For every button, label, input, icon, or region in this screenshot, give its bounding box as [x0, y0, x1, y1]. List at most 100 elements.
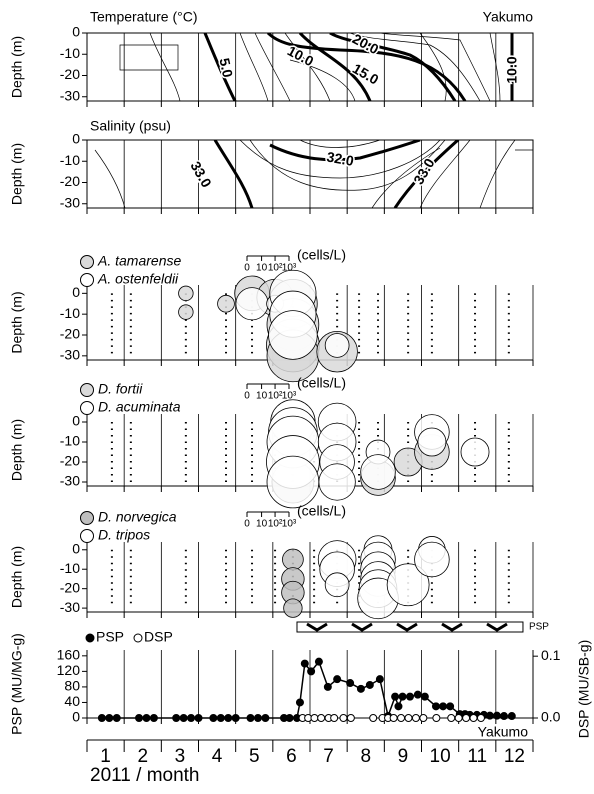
data-point	[253, 714, 262, 722]
data-point	[142, 714, 151, 722]
data-point	[432, 714, 441, 722]
data-point	[356, 684, 365, 693]
y-tick-label: -10	[60, 560, 80, 576]
legend-marker	[80, 401, 94, 415]
data-point	[97, 714, 106, 722]
x-tick-label: 3	[175, 746, 186, 767]
bubble	[283, 598, 303, 618]
y-tick-label: -10	[60, 45, 80, 61]
contour-label: 10.0	[504, 56, 520, 83]
data-point	[172, 714, 181, 722]
y-tick-label: -20	[60, 66, 80, 82]
size-tick-label: 10²	[268, 519, 283, 530]
y2-tick-label: 0.1	[541, 647, 561, 663]
y-tick-label: -30	[60, 194, 80, 210]
site-label: Yakumo	[483, 9, 534, 25]
data-point	[507, 712, 516, 721]
bubble	[266, 455, 320, 509]
x-tick-label: 5	[249, 746, 260, 767]
salinity-contours	[94, 140, 533, 208]
y-axis-label: Depth (m)	[9, 36, 25, 98]
data-point	[420, 692, 429, 701]
psp-period-label: PSP	[529, 622, 549, 633]
size-unit: (cells/L)	[297, 503, 346, 519]
legend-label: D. fortii	[98, 381, 143, 397]
data-point	[391, 692, 400, 701]
y-tick-label: 0	[72, 540, 80, 556]
bubble	[386, 563, 430, 607]
data-point	[330, 714, 339, 722]
data-point	[365, 680, 374, 689]
data-point	[179, 714, 188, 722]
x-tick-label: 1	[100, 746, 111, 767]
y-tick-label: 0	[72, 131, 80, 147]
size-tick-label: 0	[244, 519, 250, 530]
x-tick-label: 6	[286, 746, 297, 767]
data-point	[446, 702, 455, 711]
data-point	[346, 714, 355, 722]
data-point	[300, 659, 309, 668]
data-point	[333, 675, 342, 684]
data-point	[246, 714, 255, 722]
y-tick-label: -20	[60, 326, 80, 342]
y2-tick-label: 0.0	[541, 709, 561, 725]
size-tick-label: 10	[256, 263, 268, 274]
data-point	[411, 714, 420, 722]
bubble	[318, 463, 356, 501]
y-tick-label: 120	[57, 662, 81, 678]
data-point	[194, 714, 203, 722]
legend-label: A. ostenfeldii	[97, 271, 179, 287]
y-tick-label: -20	[60, 579, 80, 595]
data-point	[492, 711, 501, 720]
y-axis-label: Depth (m)	[9, 291, 25, 353]
bubble	[414, 541, 450, 578]
data-point	[149, 714, 158, 722]
data-point	[261, 714, 270, 722]
panel-title: Temperature (°C)	[90, 9, 198, 25]
bubble	[282, 548, 304, 571]
contour-label: 10.0	[285, 42, 317, 69]
psp-hatch	[306, 622, 508, 632]
legend-label: D. acuminata	[98, 399, 181, 415]
y-axis-label: Depth (m)	[9, 143, 25, 205]
y-tick-label: -10	[60, 152, 80, 168]
bubble	[235, 287, 269, 321]
bubble	[178, 285, 194, 302]
bubble	[417, 427, 447, 457]
legend-marker	[80, 273, 94, 287]
contour-label: 32.0	[325, 148, 355, 169]
legend-marker	[80, 511, 94, 525]
data-point	[375, 675, 384, 684]
data-point	[469, 714, 478, 722]
data-point	[105, 714, 114, 722]
data-point	[307, 667, 316, 676]
size-tick-label: 10³	[282, 391, 297, 402]
legend-label: A. tamarense	[97, 253, 181, 269]
y-tick-label: -30	[60, 347, 80, 363]
y-tick-label: 0	[72, 284, 80, 300]
bubble	[324, 333, 350, 358]
data-point	[462, 714, 471, 722]
data-point	[369, 714, 378, 722]
data-point	[216, 714, 225, 722]
data-point	[346, 679, 355, 688]
bubble	[178, 304, 194, 320]
panel-title: Salinity (psu)	[90, 118, 171, 134]
legend-label: D. norvegica	[98, 509, 177, 525]
data-point	[317, 714, 326, 722]
y-tick-label: 0	[72, 24, 80, 40]
x-tick-label: 4	[212, 746, 223, 767]
y-tick-label: 0	[72, 709, 80, 725]
data-point	[398, 692, 407, 701]
data-point	[397, 714, 406, 722]
contour-label: 33.0	[410, 155, 438, 187]
data-point	[413, 690, 422, 699]
contour-label: 5.0	[216, 57, 236, 80]
size-tick-label: 10³	[282, 519, 297, 530]
size-tick-label: 10	[256, 391, 268, 402]
contour-label: 33.0	[187, 159, 215, 191]
data-point	[389, 714, 398, 722]
size-tick-label: 10²	[268, 391, 283, 402]
data-point	[447, 714, 456, 722]
y-tick-label: 0	[72, 413, 80, 429]
